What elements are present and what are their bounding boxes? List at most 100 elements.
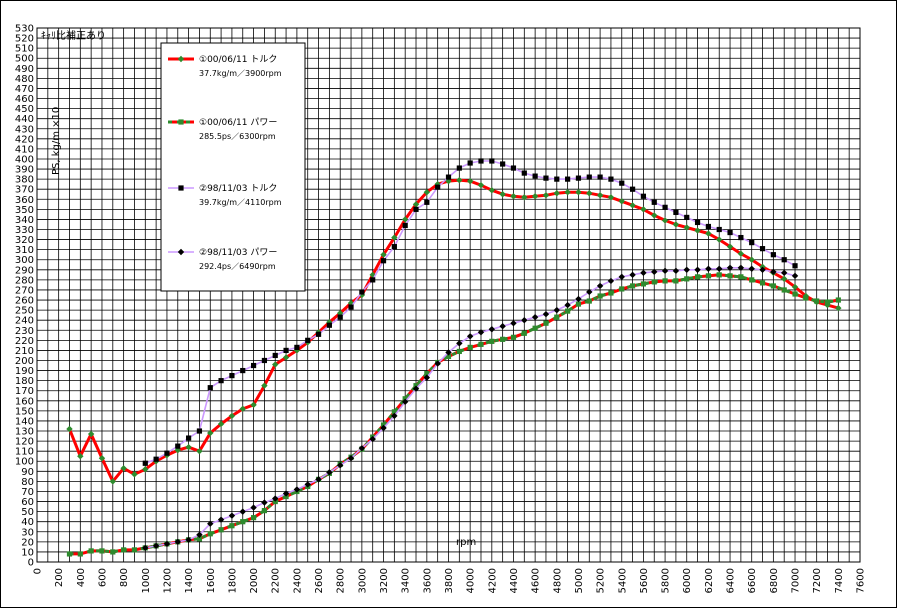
x-tick-label: 4800 [552, 568, 563, 593]
legend-sublabel: 37.7kg/m／3900rpm [199, 69, 282, 78]
x-tick-label: 2000 [249, 568, 260, 593]
y-tick-label: 250 [15, 306, 34, 317]
data-point [608, 290, 614, 296]
data-point [575, 295, 582, 303]
legend: ①00/06/11 トルク 37.7kg/m／3900rpm ①00/06/11 パ… [160, 42, 306, 292]
y-tick-label: 170 [15, 386, 34, 397]
data-point [661, 267, 669, 275]
y-tick-label: 360 [15, 195, 34, 206]
data-point [521, 330, 527, 336]
legend-marker [177, 248, 185, 256]
data-point [424, 199, 430, 205]
data-point [207, 520, 214, 527]
data-point [424, 370, 430, 377]
data-point [619, 180, 625, 186]
data-point [445, 174, 452, 180]
y-tick-label: 190 [15, 366, 34, 377]
data-point [250, 362, 257, 369]
data-point [391, 409, 397, 415]
data-point [109, 478, 117, 485]
data-point [575, 301, 582, 307]
y-tick-label: 270 [15, 285, 34, 296]
y-tick-label: 90 [21, 467, 34, 478]
y-tick-label: 220 [15, 336, 34, 347]
x-tick-label: 3600 [422, 568, 433, 593]
data-point [531, 193, 539, 200]
x-tick-label: 6000 [682, 568, 693, 593]
data-point [553, 306, 560, 314]
data-point [239, 508, 246, 515]
data-point [531, 313, 539, 321]
data-point [554, 314, 560, 320]
data-point [478, 341, 484, 347]
data-point [726, 243, 734, 250]
x-tick-label: 4400 [509, 568, 520, 593]
data-point [759, 246, 766, 252]
legend-marker [177, 55, 185, 63]
data-point [672, 221, 680, 228]
data-point [640, 193, 647, 199]
data-point [651, 268, 658, 276]
legend-sublabel: 292.4ps／6490rpm [199, 262, 276, 271]
y-tick-label: 260 [15, 296, 34, 307]
data-point [586, 190, 593, 197]
y-tick-label: 20 [21, 537, 34, 548]
data-point [608, 176, 614, 182]
data-point [791, 283, 799, 291]
data-point [607, 194, 615, 201]
data-point [326, 469, 333, 476]
data-point [478, 158, 484, 164]
x-tick-label: 2200 [271, 568, 282, 593]
data-point [467, 160, 473, 166]
x-tick-label: 4600 [531, 568, 542, 593]
data-point [738, 274, 744, 280]
data-point [727, 229, 733, 236]
data-point [781, 287, 787, 293]
data-point [565, 176, 571, 182]
data-point [217, 420, 225, 428]
data-point [629, 283, 636, 289]
data-point [661, 217, 669, 224]
data-point [412, 385, 420, 392]
data-point [370, 277, 376, 283]
x-tick-label: 0 [33, 568, 44, 574]
data-point [186, 435, 192, 441]
data-point [315, 476, 322, 483]
y-tick-label: 460 [15, 94, 34, 105]
data-point [207, 429, 214, 437]
data-point [229, 373, 235, 379]
data-point [228, 512, 236, 519]
y-tick-label: 320 [15, 235, 34, 246]
data-point [716, 236, 723, 243]
data-point [153, 456, 159, 462]
data-point [705, 273, 711, 279]
y-tick-label: 200 [15, 356, 34, 367]
data-point [261, 499, 268, 506]
data-point [586, 288, 593, 296]
data-point [835, 304, 842, 312]
legend-label: ②98/11/03 トルク [199, 183, 277, 194]
data-point [380, 251, 387, 258]
y-tick-label: 150 [15, 406, 34, 417]
data-point [672, 267, 680, 275]
data-point [66, 425, 73, 433]
data-point [543, 175, 549, 181]
data-point [131, 471, 138, 478]
y-tick-label: 370 [15, 185, 34, 196]
y-axis-label: PS, kg/m ×10 [51, 107, 62, 175]
data-point [261, 382, 268, 389]
data-point [510, 320, 517, 327]
data-point [565, 308, 571, 314]
data-point [607, 277, 615, 285]
data-point [466, 333, 474, 340]
data-point [694, 266, 701, 274]
data-point [196, 428, 203, 434]
legend-item-2: ①00/06/11 パワー 285.5ps／6300rpm [168, 117, 277, 141]
data-point [586, 174, 592, 180]
data-point [337, 314, 343, 320]
y-tick-label: 180 [15, 376, 34, 387]
data-point [748, 256, 755, 263]
data-point [738, 234, 744, 241]
data-point [293, 486, 301, 493]
x-tick-labels: 0 200 400 600 800 1000 1200 1400 1600 1800 2000 220… [33, 568, 867, 593]
